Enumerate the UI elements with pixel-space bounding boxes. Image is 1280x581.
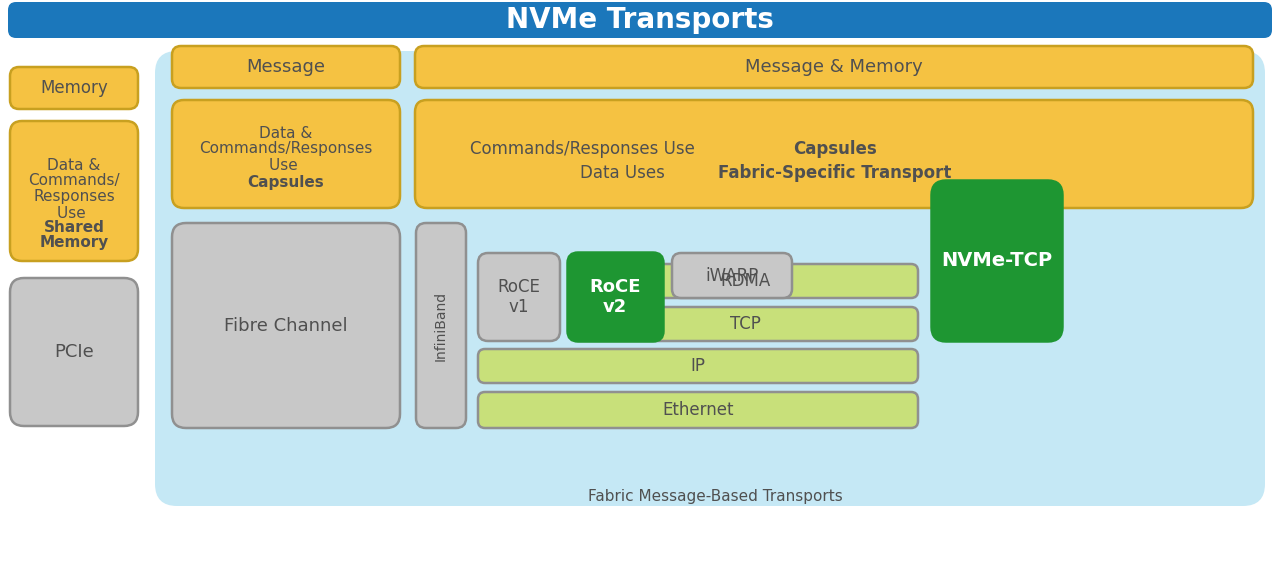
Text: Use: Use — [269, 159, 303, 174]
FancyBboxPatch shape — [477, 392, 918, 428]
Text: Message: Message — [247, 58, 325, 76]
Text: Fabric Message-Based Transports: Fabric Message-Based Transports — [588, 490, 842, 504]
FancyBboxPatch shape — [572, 307, 918, 341]
Text: Data &: Data & — [47, 159, 101, 174]
FancyBboxPatch shape — [932, 181, 1062, 341]
Text: TCP: TCP — [730, 315, 760, 333]
Text: Use: Use — [58, 206, 91, 221]
Text: Memory: Memory — [40, 79, 108, 97]
Text: RoCE
v1: RoCE v1 — [498, 278, 540, 317]
Text: Data &: Data & — [260, 125, 312, 141]
FancyBboxPatch shape — [8, 2, 1272, 38]
Text: Fabric-Specific Transport: Fabric-Specific Transport — [718, 164, 952, 182]
Text: Message & Memory: Message & Memory — [745, 58, 923, 76]
Text: IP: IP — [690, 357, 705, 375]
FancyBboxPatch shape — [416, 223, 466, 428]
Text: Memory: Memory — [40, 235, 109, 250]
Text: Fibre Channel: Fibre Channel — [224, 317, 348, 335]
FancyBboxPatch shape — [155, 51, 1265, 506]
Text: RDMA: RDMA — [719, 272, 771, 290]
FancyBboxPatch shape — [477, 349, 918, 383]
FancyBboxPatch shape — [10, 278, 138, 426]
Text: RoCE
v2: RoCE v2 — [589, 278, 641, 317]
FancyBboxPatch shape — [415, 46, 1253, 88]
Text: NVMe-TCP: NVMe-TCP — [941, 252, 1052, 271]
FancyBboxPatch shape — [10, 67, 138, 109]
Text: iWARP: iWARP — [705, 267, 759, 285]
FancyBboxPatch shape — [172, 223, 399, 428]
FancyBboxPatch shape — [415, 100, 1253, 208]
FancyBboxPatch shape — [572, 264, 918, 298]
Text: Capsules: Capsules — [247, 174, 324, 189]
Text: Data Uses: Data Uses — [580, 164, 669, 182]
Text: Commands/Responses Use: Commands/Responses Use — [470, 140, 700, 158]
Text: Capsules: Capsules — [794, 140, 877, 158]
FancyBboxPatch shape — [10, 121, 138, 261]
FancyBboxPatch shape — [568, 253, 663, 341]
Text: Ethernet: Ethernet — [662, 401, 733, 419]
Text: Commands/: Commands/ — [28, 174, 120, 188]
Text: Shared: Shared — [44, 221, 105, 235]
FancyBboxPatch shape — [172, 46, 399, 88]
Text: PCIe: PCIe — [54, 343, 93, 361]
FancyBboxPatch shape — [477, 253, 561, 341]
FancyBboxPatch shape — [172, 100, 399, 208]
Text: Commands/Responses: Commands/Responses — [200, 142, 372, 156]
FancyBboxPatch shape — [672, 253, 792, 298]
Text: NVMe Transports: NVMe Transports — [506, 6, 774, 34]
Text: InfiniBand: InfiniBand — [434, 291, 448, 361]
Text: Responses: Responses — [33, 188, 115, 203]
